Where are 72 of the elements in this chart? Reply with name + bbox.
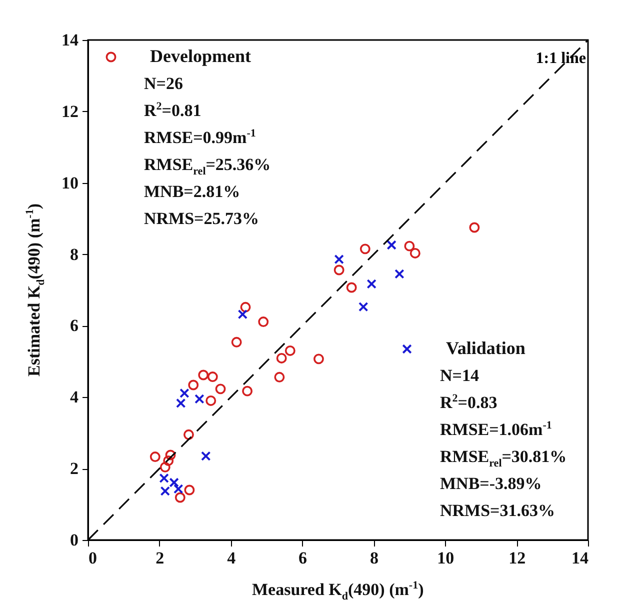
- x-tick-label: 8: [370, 548, 378, 568]
- x-tick-label: 4: [227, 548, 236, 568]
- y-tick-label: 10: [62, 173, 78, 192]
- point: [469, 222, 480, 233]
- point: [360, 244, 370, 254]
- point: [188, 380, 199, 390]
- point: [313, 354, 324, 364]
- point: [346, 282, 357, 293]
- point: [165, 450, 176, 460]
- point: [160, 462, 170, 472]
- point: [174, 492, 186, 503]
- point: [238, 309, 248, 320]
- y-tick-label: 2: [70, 459, 78, 478]
- annotation: R$^{2}$=0.83: [440, 391, 498, 414]
- point: [159, 473, 169, 484]
- point: [334, 264, 344, 276]
- point: [163, 455, 174, 466]
- point: [180, 388, 190, 398]
- y-tick-label: 0: [70, 530, 78, 550]
- x-tick-label: 10: [437, 548, 454, 568]
- point: [200, 451, 211, 461]
- annotation: MNB=2.81%: [144, 181, 242, 203]
- point: [410, 248, 420, 258]
- point: [358, 302, 368, 312]
- point: [240, 302, 251, 312]
- x-tick-label: 14: [572, 548, 589, 568]
- point: [284, 345, 296, 356]
- point: [194, 394, 204, 404]
- point: [184, 484, 195, 496]
- point: [404, 240, 415, 252]
- y-tick-label: 12: [62, 102, 78, 121]
- annotation: N=26: [144, 73, 184, 95]
- legend-label: Development: [150, 46, 251, 66]
- point: [258, 316, 269, 328]
- annotation: RMSE$_{rel}$=25.36%: [144, 154, 271, 178]
- x-tick-label: 6: [298, 548, 308, 568]
- annotation: RMSE=1.06m$^{-1}$: [440, 418, 553, 441]
- point: [242, 386, 253, 396]
- point: [334, 254, 344, 264]
- x-tick-label: 2: [156, 548, 164, 568]
- point: [198, 370, 209, 380]
- point: [169, 478, 179, 488]
- point: [150, 452, 160, 462]
- x-tick-label: 0: [88, 548, 97, 568]
- point: [231, 336, 242, 348]
- point: [207, 372, 218, 382]
- annotation: R$^{2}$=0.81: [144, 99, 202, 122]
- annotation: NRMS=25.73%: [144, 208, 260, 230]
- point: [183, 429, 194, 440]
- point: [394, 269, 404, 279]
- annotation: NRMS=31.63%: [440, 500, 556, 522]
- x-tick-label: 12: [508, 548, 526, 568]
- point: [176, 398, 186, 408]
- x-axis-title: Measured K$_{d}$(490) (m$^{-1}$): [252, 579, 424, 602]
- legend-label: Validation: [446, 338, 526, 358]
- annotation: N=14: [440, 365, 480, 387]
- point: [276, 352, 287, 364]
- y-tick-label: 14: [62, 30, 79, 50]
- point: [386, 240, 396, 250]
- y-tick-label: 4: [70, 388, 79, 407]
- point: [366, 279, 376, 289]
- point: [206, 395, 216, 406]
- point: [160, 486, 170, 496]
- point: [215, 384, 226, 394]
- point: [173, 484, 184, 494]
- series-label: 1:1 line: [536, 50, 586, 67]
- point: [274, 372, 285, 382]
- annotation: RMSE=0.99m$^{-1}$: [144, 126, 257, 149]
- y-tick-label: 8: [70, 244, 78, 264]
- y-tick-label: 6: [70, 316, 78, 336]
- annotation: RMSE$_{rel}$=30.81%: [440, 446, 567, 470]
- annotation: MNB=-3.89%: [440, 473, 543, 495]
